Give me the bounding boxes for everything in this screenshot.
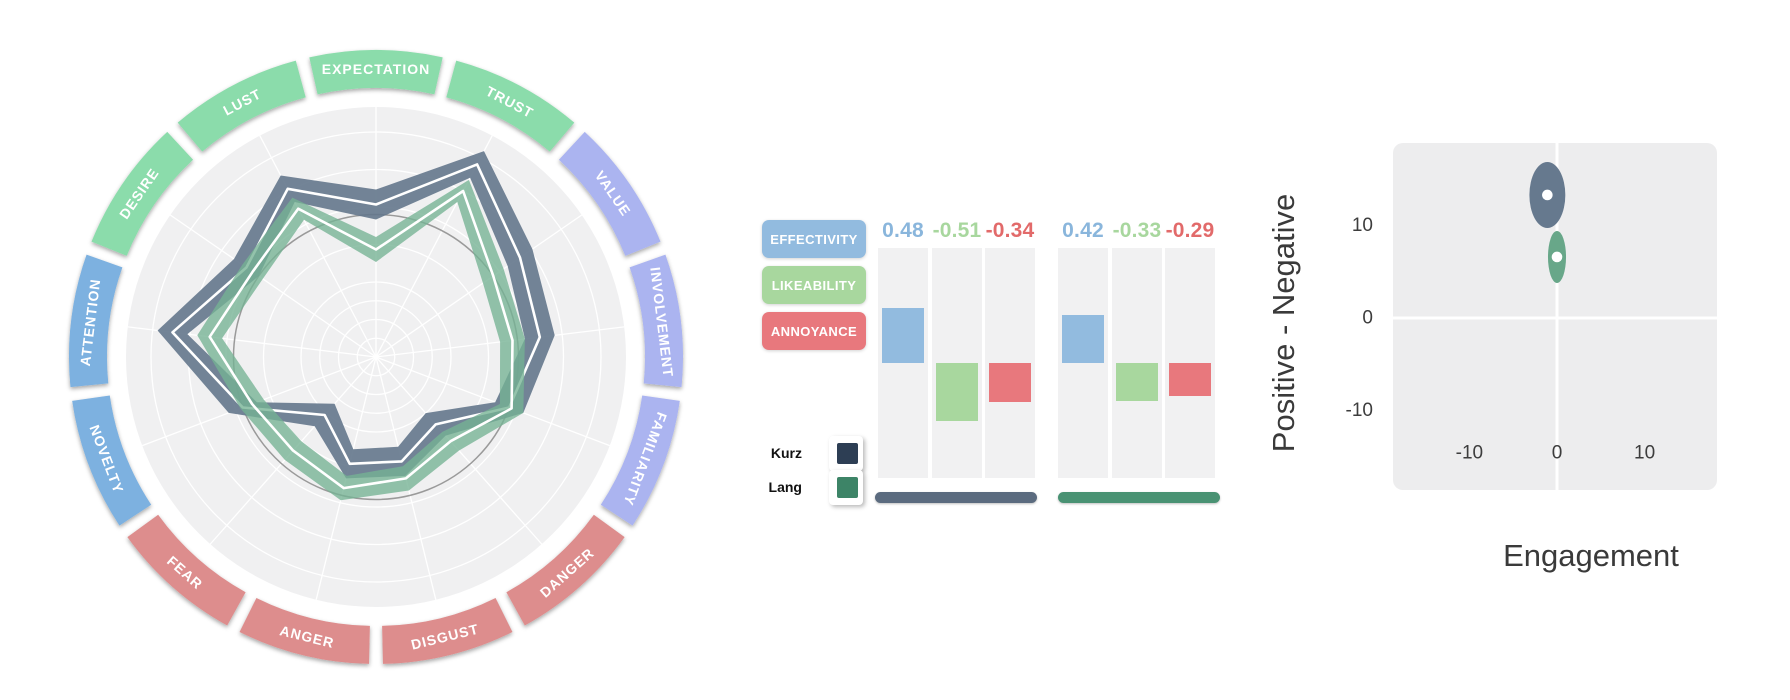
radar-spoke: [259, 135, 377, 358]
value-lang-effectivity: 0.42: [1062, 219, 1104, 242]
radar-spoke: [375, 356, 610, 447]
effectivity-pill: EFFECTIVITY: [762, 220, 866, 258]
scatter-zero-hline: [1393, 316, 1717, 320]
effectivity-label: EFFECTIVITY: [770, 231, 858, 247]
legend-kurz-label: Kurz: [770, 445, 802, 461]
bar-lang-effectivity: [1062, 315, 1104, 363]
bar-column: [1165, 248, 1215, 478]
likeability-label: LIKEABILITY: [771, 277, 857, 293]
radar-arc-label-expectation: EXPECTATION: [322, 61, 431, 77]
radar-arc-involvement[interactable]: [629, 254, 683, 388]
bar-kurz-effectivity: [882, 308, 924, 363]
scatter-y-tick: -10: [1346, 400, 1373, 421]
radar-arc-trust[interactable]: [446, 60, 575, 152]
radar-spoke: [375, 326, 625, 358]
radar-chart: EXPECTATIONTRUSTVALUEINVOLVEMENTFAMILIAR…: [68, 50, 683, 664]
scatter-x-tick: 10: [1634, 443, 1655, 464]
bar-kurz-annoyance: [989, 363, 1031, 402]
scatter-x-tick: -10: [1456, 443, 1483, 464]
legend-lang-swatch[interactable]: [837, 477, 858, 498]
scatter-y-axis-label: Positive - Negative: [1266, 194, 1301, 452]
annoyance-label: ANNOYANCE: [770, 323, 858, 339]
radar-arc-value[interactable]: [558, 131, 661, 256]
value-kurz-effectivity: 0.48: [882, 219, 924, 242]
radar-band-lang: [197, 179, 525, 501]
radar-arc-anger[interactable]: [239, 597, 370, 664]
scatter-y-tick: 10: [1352, 215, 1373, 236]
radar-meanline-lang: [208, 189, 514, 490]
scatter-y-tick: 0: [1362, 308, 1373, 329]
value-kurz-likeability: -0.51: [932, 219, 982, 242]
kurz-group-underline: [875, 492, 1037, 503]
scatter-x-axis-label: Engagement: [1503, 538, 1679, 573]
radar-arc-expectation[interactable]: [309, 50, 443, 95]
annoyance-pill: ANNOYANCE: [762, 312, 866, 350]
radar-arc-attention[interactable]: [68, 254, 123, 388]
legend-kurz-swatch[interactable]: [837, 443, 858, 464]
value-lang-likeability: -0.33: [1112, 219, 1162, 242]
scatter-mean-dot-kurz: [1542, 189, 1553, 201]
bar-column: [1112, 248, 1162, 478]
radar-arc-desire[interactable]: [91, 131, 194, 256]
bar-column: [932, 248, 982, 478]
lang-group-underline: [1058, 492, 1220, 503]
value-lang-annoyance: -0.29: [1165, 219, 1215, 242]
radar-arc-novelty[interactable]: [72, 395, 152, 526]
radar-arc-familiarity[interactable]: [600, 395, 680, 526]
radar-spoke: [375, 214, 583, 358]
radar-arc-disgust[interactable]: [382, 597, 513, 664]
bar-kurz-likeability: [936, 363, 978, 421]
scatter-mean-dot-lang: [1551, 251, 1563, 263]
scatter-chart: 10 0 -10 -10 0 10 Engagement Positive - Negat…: [1266, 143, 1717, 573]
bar-lang-annoyance: [1169, 363, 1211, 396]
bar-column: [985, 248, 1035, 478]
radar-spoke: [169, 214, 377, 358]
value-kurz-annoyance: -0.34: [985, 219, 1035, 242]
radar-arc-fear[interactable]: [127, 514, 246, 626]
radar-arc-lust[interactable]: [177, 60, 306, 152]
likeability-pill: LIKEABILITY: [762, 266, 866, 304]
bar-column: [1058, 248, 1108, 478]
bar-column: [878, 248, 928, 478]
radar-band-kurz: [157, 151, 555, 479]
scatter-x-tick: 0: [1552, 443, 1563, 464]
radar-arc-danger[interactable]: [506, 514, 625, 626]
bar-lang-likeability: [1116, 363, 1158, 401]
legend-lang-label: Lang: [768, 479, 802, 495]
